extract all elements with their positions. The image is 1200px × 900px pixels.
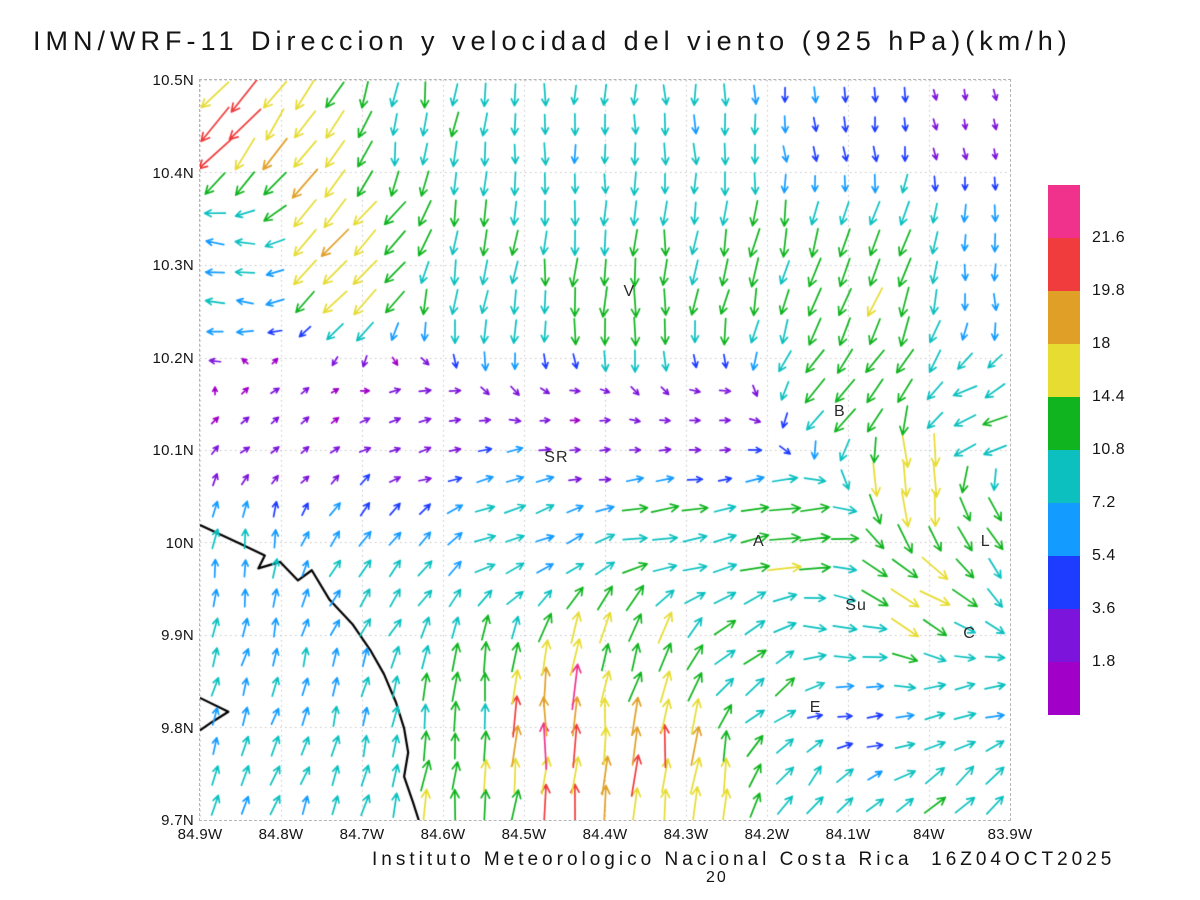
colorbar-segment bbox=[1048, 662, 1080, 715]
y-axis-tick-label: 10.2N bbox=[152, 349, 194, 367]
station-label-e: E bbox=[809, 699, 822, 717]
y-axis-tick-label: 10N bbox=[165, 534, 194, 552]
x-axis-tick-label: 84W bbox=[913, 826, 945, 843]
y-axis-tick-label: 9.9N bbox=[161, 627, 194, 644]
station-label-su: Su bbox=[845, 597, 867, 615]
colorbar-tick-label: 5.4 bbox=[1092, 547, 1116, 564]
station-label-a: A bbox=[753, 532, 765, 550]
y-axis-tick-label: 10.3N bbox=[152, 257, 194, 274]
x-axis-tick-label: 84.3W bbox=[663, 826, 709, 843]
colorbar-segment bbox=[1048, 344, 1080, 397]
colorbar-segment bbox=[1048, 185, 1080, 238]
colorbar-tick-label: 3.6 bbox=[1092, 600, 1116, 617]
wind-vector-canvas bbox=[200, 80, 1010, 820]
station-label-c: C bbox=[963, 625, 976, 643]
colorbar-tick-label: 7.2 bbox=[1092, 494, 1116, 511]
y-axis-tick-label: 9.7N bbox=[161, 812, 194, 829]
colorbar-segment bbox=[1048, 450, 1080, 503]
y-axis-tick-label: 9.8N bbox=[161, 719, 194, 737]
colorbar-segment bbox=[1048, 397, 1080, 450]
colorbar-segment bbox=[1048, 503, 1080, 556]
y-axis-tick-label: 10.1N bbox=[152, 442, 194, 459]
colorbar-segment bbox=[1048, 291, 1080, 344]
colorbar bbox=[1048, 185, 1080, 715]
y-axis-tick-label: 10.5N bbox=[152, 72, 194, 89]
x-axis-tick-label: 84.4W bbox=[582, 826, 628, 843]
page-number: 20 bbox=[706, 869, 728, 886]
colorbar-segment bbox=[1048, 609, 1080, 662]
chart-title: IMN/WRF-11 Direccion y velocidad del vie… bbox=[33, 26, 1072, 56]
colorbar-segment bbox=[1048, 556, 1080, 609]
colorbar-tick-label: 1.8 bbox=[1092, 653, 1116, 670]
x-axis-tick-label: 83.9W bbox=[987, 826, 1033, 843]
station-label-v: V bbox=[623, 282, 636, 300]
plot-area: V B SR A Su C E L bbox=[199, 79, 1011, 821]
colorbar-tick-label: 19.8 bbox=[1092, 282, 1126, 299]
x-axis-tick-label: 84.2W bbox=[744, 826, 790, 843]
colorbar-tick-label: 21.6 bbox=[1092, 229, 1126, 246]
colorbar-tick-label: 14.4 bbox=[1092, 388, 1126, 405]
colorbar-tick-label: 10.8 bbox=[1092, 441, 1126, 458]
colorbar-tick-label: 18 bbox=[1092, 335, 1111, 352]
station-label-l: L bbox=[980, 532, 991, 550]
footer-text: Instituto Meteorologico Nacional Costa R… bbox=[372, 849, 1116, 870]
colorbar-segment bbox=[1048, 238, 1080, 291]
x-axis-tick-label: 84.1W bbox=[825, 826, 871, 843]
x-axis-tick-label: 84.9W bbox=[177, 826, 223, 843]
station-label-sr: SR bbox=[544, 449, 569, 467]
x-axis-tick-label: 84.6W bbox=[420, 826, 466, 843]
x-axis-tick-label: 84.5W bbox=[501, 826, 547, 843]
y-axis-tick-label: 10.4N bbox=[152, 164, 194, 182]
x-axis-tick-label: 84.7W bbox=[339, 826, 385, 843]
station-label-b: B bbox=[834, 403, 846, 421]
x-axis-tick-label: 84.8W bbox=[258, 826, 304, 843]
